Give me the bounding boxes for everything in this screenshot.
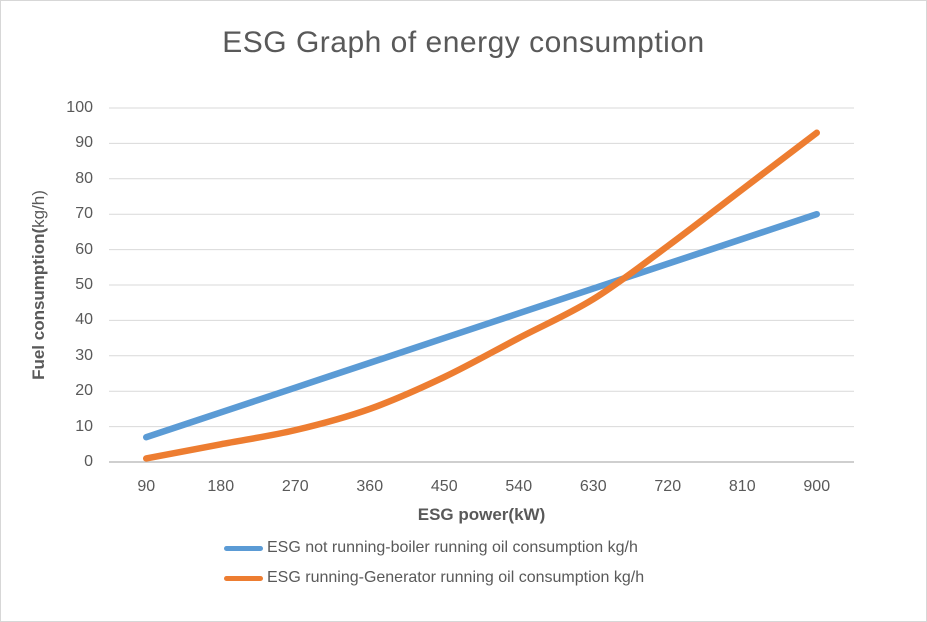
legend-label-generator: ESG running-Generator running oil consum…: [267, 569, 645, 586]
y-tick-label: 10: [75, 417, 93, 435]
legend-swatch-blue-line-icon: [224, 545, 263, 551]
legend-label-boiler: ESG not running-boiler running oil consu…: [267, 539, 638, 556]
y-tick-label: 100: [66, 99, 93, 116]
x-tick-label: 270: [281, 478, 309, 495]
x-tick-label: 810: [728, 478, 756, 495]
x-tick-label: 630: [579, 478, 607, 495]
y-tick-label: 30: [75, 346, 93, 364]
series-line-0[interactable]: [143, 210, 820, 441]
y-tick-label: 0: [84, 453, 93, 470]
legend: ESG not running-boiler running oil consu…: [224, 539, 644, 587]
x-tick-label: 90: [137, 478, 156, 495]
x-tick-label: 720: [654, 478, 682, 495]
y-tick-label: 70: [75, 205, 93, 223]
series-line-1[interactable]: [143, 129, 820, 462]
y-tick-label: 40: [75, 311, 93, 329]
y-tick-label: 20: [75, 382, 93, 400]
legend-item-generator[interactable]: ESG running-Generator running oil consum…: [224, 569, 644, 587]
x-tick-label: 450: [430, 478, 458, 495]
legend-swatch-orange-line-icon: [224, 575, 263, 581]
y-tick-label: 50: [75, 276, 93, 293]
x-tick-label: 180: [207, 478, 235, 495]
x-axis-title: ESG power(kW): [417, 505, 546, 524]
x-tick-label: 540: [505, 478, 533, 495]
y-tick-label: 90: [75, 134, 93, 152]
legend-item-boiler[interactable]: ESG not running-boiler running oil consu…: [224, 539, 644, 557]
x-tick-label: 900: [803, 478, 831, 495]
x-tick-label: 360: [356, 478, 384, 495]
y-tick-label: 80: [75, 169, 93, 187]
chart-title: ESG Graph of energy consumption: [222, 26, 705, 59]
y-tick-label: 60: [75, 240, 93, 258]
